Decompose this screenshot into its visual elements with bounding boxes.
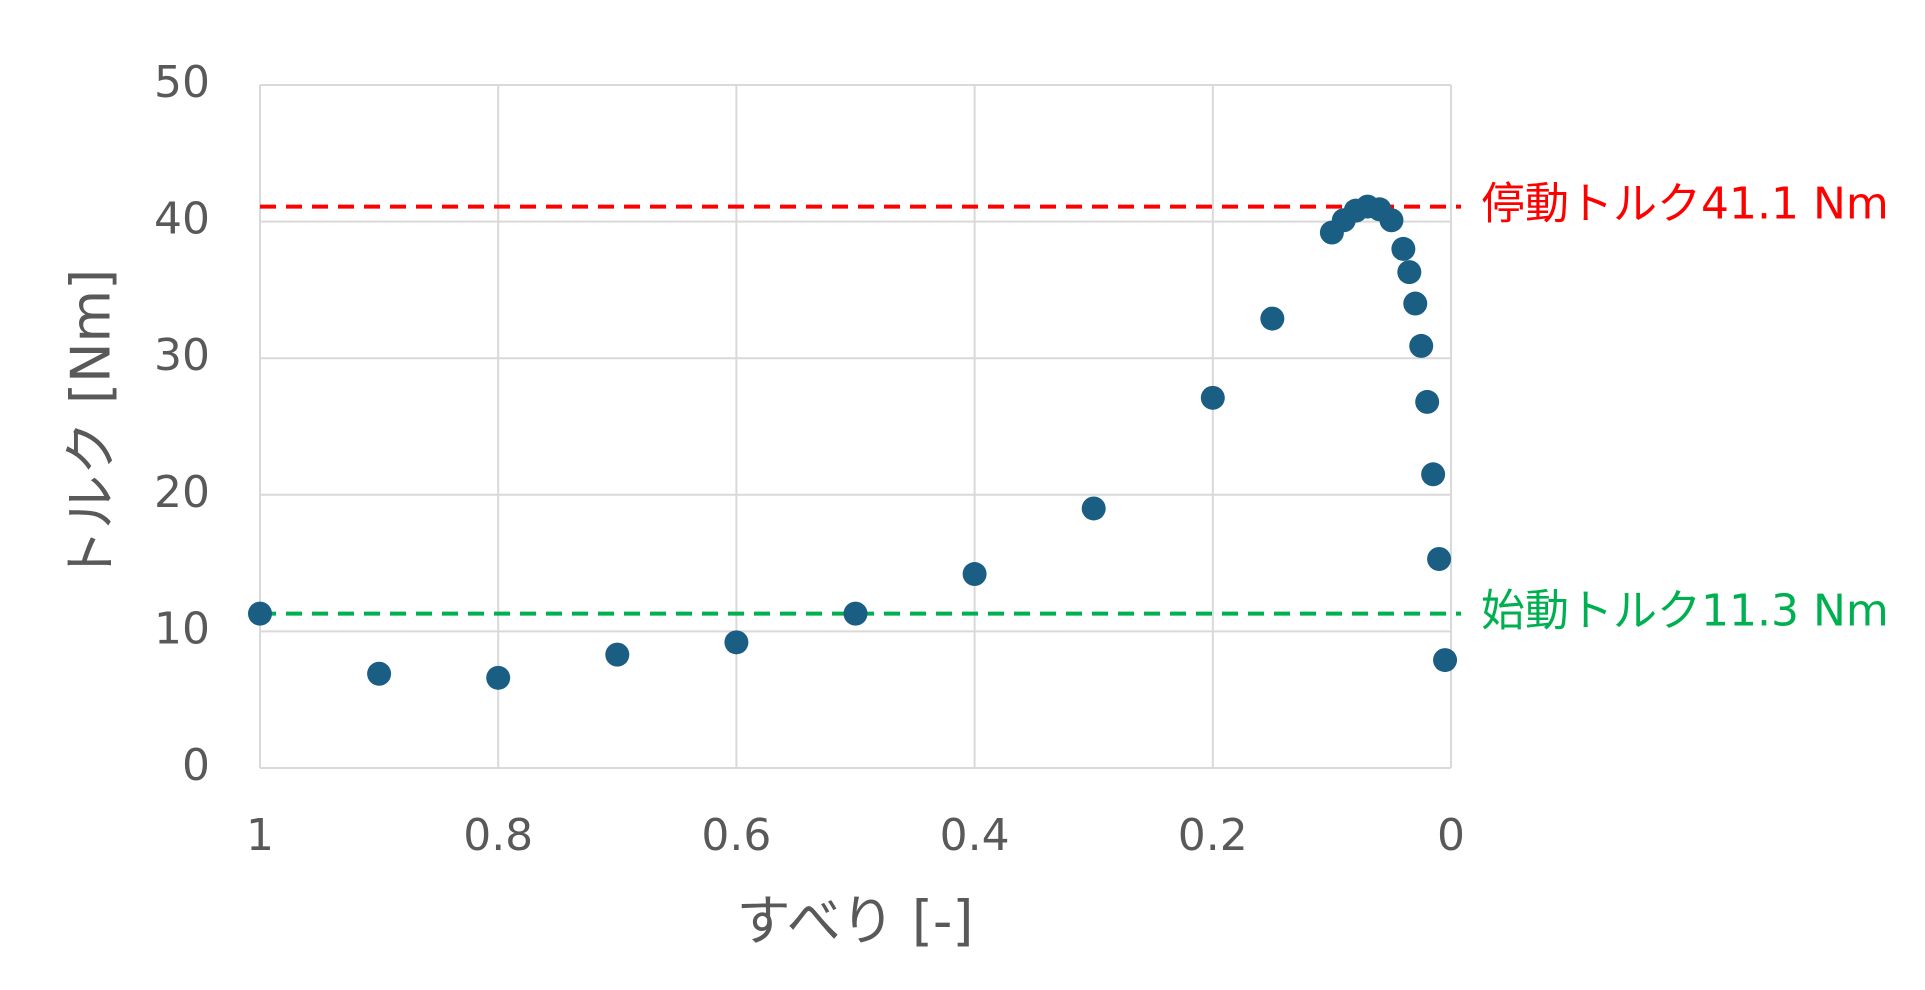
data-point (248, 601, 272, 626)
data-point (1433, 648, 1458, 673)
data-point (1421, 462, 1446, 487)
y-tick-label: 0 (182, 740, 210, 791)
x-tick-label: 1 (246, 810, 274, 861)
y-tick-label: 40 (154, 194, 210, 245)
data-point (1081, 496, 1106, 521)
x-axis-title: すべり [-] (736, 890, 973, 953)
data-point (843, 601, 868, 626)
x-tick-label: 0.2 (1178, 810, 1248, 861)
x-tick-label: 0.8 (463, 810, 533, 861)
data-point (1403, 291, 1428, 316)
data-point (1415, 389, 1440, 414)
y-axis-title: トルク [Nm] (60, 269, 123, 583)
reference-label: 始動トルク11.3 Nm (1481, 586, 1889, 637)
y-tick-label: 10 (154, 603, 210, 654)
data-point (724, 630, 749, 655)
data-point (605, 642, 630, 667)
data-point (962, 562, 987, 587)
x-tick-label: 0 (1437, 810, 1465, 861)
x-tick-label: 0.6 (701, 810, 771, 861)
data-point (1260, 306, 1285, 331)
y-tick-label: 50 (154, 57, 210, 108)
data-point (367, 661, 392, 686)
y-tick-label: 20 (154, 467, 210, 518)
x-tick-label: 0.4 (940, 810, 1010, 861)
data-point (1427, 547, 1452, 572)
data-point (1200, 385, 1225, 410)
y-tick-label: 30 (154, 330, 210, 381)
data-point (1379, 208, 1404, 233)
data-point (1391, 236, 1416, 261)
data-point (1409, 333, 1434, 358)
reference-label: 停動トルク41.1 Nm (1481, 179, 1889, 230)
data-point (486, 665, 511, 690)
data-point (1397, 260, 1422, 285)
